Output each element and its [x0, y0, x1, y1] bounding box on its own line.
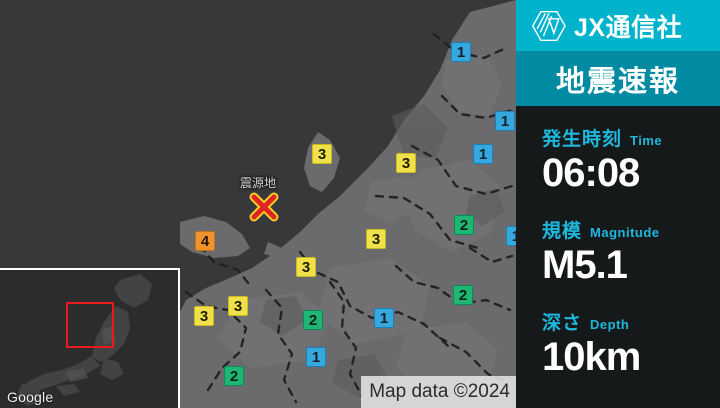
intensity-marker[interactable]: 1: [451, 42, 471, 62]
info-panel: JX通信社 地震速報 発生時刻 Time 06:08 規模 Magnitude …: [516, 0, 720, 408]
alert-title: 地震速報: [555, 65, 680, 98]
intensity-marker[interactable]: 3: [396, 153, 416, 173]
field-time: 発生時刻 Time 06:08: [542, 124, 720, 194]
field-magnitude-label-en: Magnitude: [590, 225, 660, 240]
map-attribution: Map data ©2024: [361, 376, 516, 408]
epicenter-label: 震源地: [240, 176, 277, 190]
intensity-marker[interactable]: 2: [303, 310, 323, 330]
intensity-marker[interactable]: 2: [454, 215, 474, 235]
alert-title-bar: 地震速報: [516, 51, 720, 106]
inset-viewport-rectangle: [66, 302, 114, 348]
field-time-label-jp: 発生時刻: [542, 129, 623, 150]
field-magnitude-label-jp: 規模: [542, 221, 583, 242]
intensity-marker[interactable]: 1: [374, 308, 394, 328]
field-magnitude-label: 規模 Magnitude: [542, 216, 720, 243]
field-depth-value: 10km: [542, 335, 641, 379]
intensity-marker[interactable]: 1: [506, 226, 516, 246]
brand-bar: JX通信社: [516, 0, 720, 51]
intensity-marker[interactable]: 1: [495, 111, 515, 131]
earthquake-map[interactable]: 震源地 11133213432332112: [0, 0, 516, 408]
field-magnitude-value: M5.1: [542, 243, 628, 287]
field-depth: 深さ Depth 10km: [542, 308, 720, 378]
intensity-marker[interactable]: 4: [195, 231, 215, 251]
field-depth-label-en: Depth: [590, 317, 630, 332]
intensity-marker[interactable]: 3: [366, 229, 386, 249]
field-depth-label: 深さ Depth: [542, 308, 720, 335]
field-magnitude: 規模 Magnitude M5.1: [542, 216, 720, 286]
brand-name: JX通信社: [574, 13, 683, 42]
field-time-value: 06:08: [542, 151, 640, 195]
jx-hexagon-logo-icon: [531, 10, 566, 41]
field-time-label-en: Time: [630, 133, 663, 148]
field-depth-label-jp: 深さ: [542, 313, 583, 334]
quake-fields: 発生時刻 Time 06:08 規模 Magnitude M5.1 深さ Dep…: [516, 106, 720, 378]
intensity-marker[interactable]: 1: [473, 144, 493, 164]
intensity-marker[interactable]: 3: [296, 257, 316, 277]
intensity-marker[interactable]: 2: [224, 366, 244, 386]
intensity-marker[interactable]: 3: [228, 296, 248, 316]
intensity-marker[interactable]: 2: [453, 285, 473, 305]
inset-overview-map[interactable]: Google: [0, 268, 180, 408]
inset-japan-shape: [0, 270, 178, 408]
epicenter-x-icon: [249, 192, 279, 222]
intensity-marker[interactable]: 3: [194, 306, 214, 326]
field-time-label: 発生時刻 Time: [542, 124, 720, 151]
google-watermark: Google: [7, 389, 54, 405]
intensity-marker[interactable]: 1: [306, 347, 326, 367]
intensity-marker[interactable]: 3: [312, 144, 332, 164]
